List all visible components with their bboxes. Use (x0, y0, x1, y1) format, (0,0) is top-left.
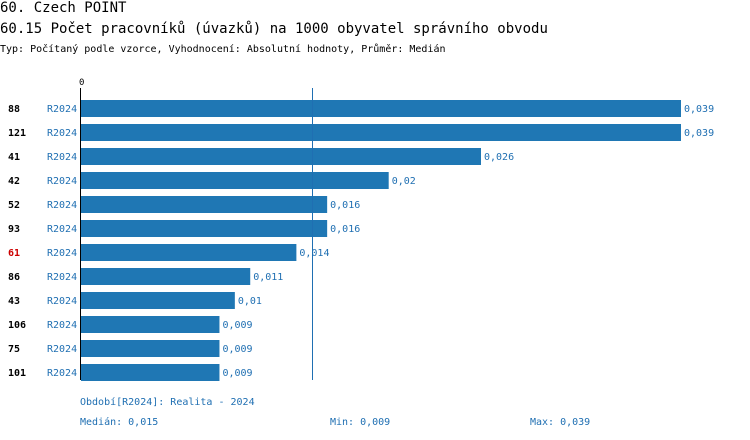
period-label: R2024 (47, 248, 77, 259)
period-label: R2024 (47, 224, 77, 235)
period-label: R2024 (47, 344, 77, 355)
period-label: R2024 (47, 104, 77, 115)
axis-zero-label: 0 (79, 78, 84, 88)
data-label: 0,026 (484, 152, 514, 163)
max-stat: Max: 0,039 (530, 417, 591, 428)
bar (81, 100, 681, 117)
category-label: 88 (8, 104, 20, 115)
bar (81, 364, 220, 381)
category-label: 75 (8, 344, 20, 355)
data-label: 0,016 (330, 200, 360, 211)
category-label: 42 (8, 176, 20, 187)
category-label: 106 (8, 320, 26, 331)
data-label: 0,039 (684, 128, 714, 139)
period-label: R2024 (47, 272, 77, 283)
bar (81, 196, 328, 213)
category-label: 93 (8, 224, 20, 235)
period-label: R2024 (47, 176, 77, 187)
data-label: 0,016 (330, 224, 360, 235)
bar (81, 148, 481, 165)
data-label: 0,009 (222, 368, 252, 379)
section-title: 60. Czech POINT (0, 0, 127, 16)
bar (81, 292, 235, 309)
category-label: 61 (8, 248, 20, 259)
bar (81, 316, 220, 333)
period-label: R2024 (47, 128, 77, 139)
data-label: 0,011 (253, 272, 283, 283)
data-label: 0,02 (392, 176, 416, 187)
median-stat: Medián: 0,015 (80, 417, 159, 428)
bar (81, 340, 220, 357)
data-label: 0,009 (222, 344, 252, 355)
data-label: 0,014 (299, 248, 329, 259)
period-legend: Období[R2024]: Realita - 2024 (80, 397, 255, 408)
chart-title: 60.15 Počet pracovníků (úvazků) na 1000 … (0, 21, 548, 37)
category-label: 52 (8, 200, 20, 211)
chart-subtitle: Typ: Počítaný podle vzorce, Vyhodnocení:… (0, 44, 446, 55)
data-label: 0,01 (238, 296, 262, 307)
category-label: 86 (8, 272, 20, 283)
category-label: 101 (8, 368, 26, 379)
period-label: R2024 (47, 368, 77, 379)
category-label: 41 (8, 152, 20, 163)
bar (81, 124, 681, 141)
bar-rows: 88 R2024 0,039 121 R2024 0,039 41 R2024 0,026 42 R… (8, 100, 714, 381)
data-label: 0,039 (684, 104, 714, 115)
category-label: 121 (8, 128, 26, 139)
category-label: 43 (8, 296, 20, 307)
period-label: R2024 (47, 320, 77, 331)
data-label: 0,009 (222, 320, 252, 331)
period-label: R2024 (47, 200, 77, 211)
bar (81, 220, 328, 237)
period-label: R2024 (47, 296, 77, 307)
min-stat: Min: 0,009 (330, 417, 391, 428)
bar (81, 268, 251, 285)
period-label: R2024 (47, 152, 77, 163)
bar (81, 172, 389, 189)
bar (81, 244, 297, 261)
